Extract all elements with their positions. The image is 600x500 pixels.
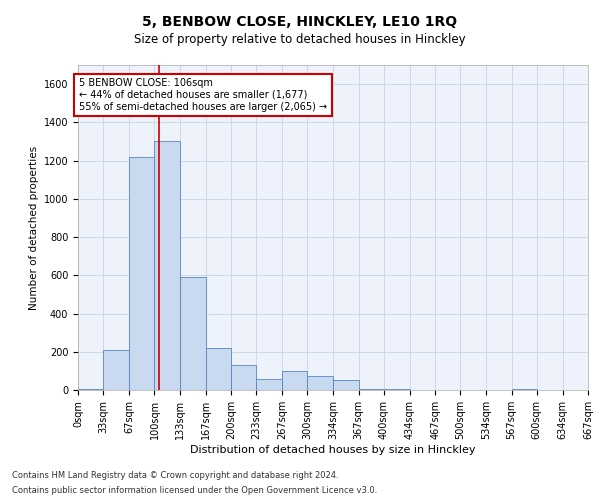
- Bar: [154, 142, 179, 390]
- Y-axis label: Number of detached properties: Number of detached properties: [29, 146, 40, 310]
- Bar: [359, 389, 384, 390]
- Bar: [334, 380, 359, 390]
- X-axis label: Distribution of detached houses by size in Hinckley: Distribution of detached houses by size …: [190, 444, 476, 454]
- Bar: [282, 371, 307, 390]
- Bar: [129, 157, 154, 390]
- Bar: [231, 365, 256, 390]
- Bar: [179, 277, 206, 390]
- Text: Contains public sector information licensed under the Open Government Licence v3: Contains public sector information licen…: [12, 486, 377, 495]
- Text: 5, BENBOW CLOSE, HINCKLEY, LE10 1RQ: 5, BENBOW CLOSE, HINCKLEY, LE10 1RQ: [142, 15, 458, 29]
- Text: Contains HM Land Registry data © Crown copyright and database right 2024.: Contains HM Land Registry data © Crown c…: [12, 471, 338, 480]
- Bar: [256, 380, 282, 390]
- Bar: [384, 389, 410, 390]
- Bar: [103, 350, 129, 390]
- Bar: [512, 389, 537, 390]
- Bar: [78, 389, 103, 390]
- Bar: [307, 376, 334, 390]
- Text: Size of property relative to detached houses in Hinckley: Size of property relative to detached ho…: [134, 32, 466, 46]
- Text: 5 BENBOW CLOSE: 106sqm
← 44% of detached houses are smaller (1,677)
55% of semi-: 5 BENBOW CLOSE: 106sqm ← 44% of detached…: [79, 78, 327, 112]
- Bar: [206, 348, 231, 390]
